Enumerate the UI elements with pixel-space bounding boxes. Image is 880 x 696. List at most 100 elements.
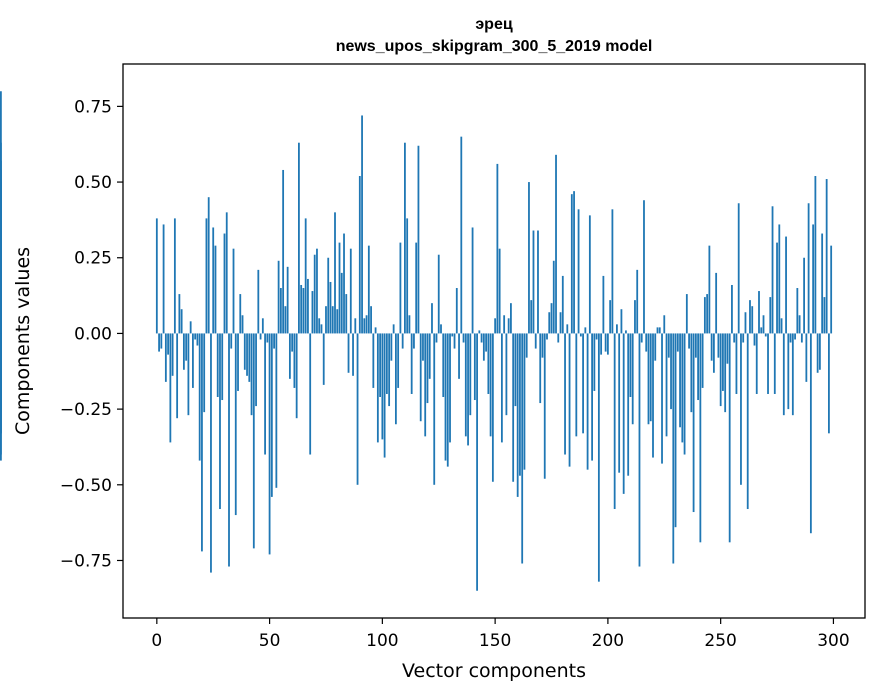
bar-50 bbox=[268, 333, 271, 555]
bar-120 bbox=[426, 333, 429, 404]
bars-group bbox=[0, 91, 833, 591]
bar-299 bbox=[830, 245, 833, 334]
bar-23 bbox=[207, 197, 210, 334]
x-tick-label: 150 bbox=[479, 631, 511, 651]
bar-158 bbox=[512, 333, 515, 482]
bar-109 bbox=[401, 333, 404, 349]
bar-198 bbox=[602, 275, 605, 334]
bar-150 bbox=[494, 318, 497, 334]
bar-111 bbox=[406, 218, 409, 334]
bar-78 bbox=[331, 306, 334, 334]
bar-268 bbox=[760, 327, 763, 334]
bar-94 bbox=[367, 245, 370, 334]
bar-97 bbox=[374, 327, 377, 334]
bar-211 bbox=[631, 333, 634, 425]
bar-195 bbox=[595, 333, 598, 340]
bar-241 bbox=[699, 333, 702, 543]
bar-170 bbox=[539, 333, 542, 404]
bar-110 bbox=[404, 142, 406, 334]
bar-129 bbox=[446, 333, 449, 467]
bar-226 bbox=[665, 333, 668, 437]
bar-63 bbox=[298, 142, 300, 334]
bar-204 bbox=[616, 324, 618, 334]
bar-8 bbox=[173, 218, 176, 334]
bar-2 bbox=[160, 333, 163, 349]
bar-40 bbox=[246, 333, 248, 376]
y-axis-label: Components values bbox=[12, 247, 34, 435]
bar-32 bbox=[228, 333, 230, 567]
bar-285 bbox=[798, 315, 801, 334]
bar-155 bbox=[505, 333, 508, 416]
bar-215 bbox=[640, 333, 643, 343]
bar-287 bbox=[803, 257, 805, 334]
bar-140 bbox=[471, 227, 474, 334]
bar-169 bbox=[537, 230, 539, 334]
chart-title-line-1: эрец bbox=[475, 16, 513, 33]
bar-293 bbox=[816, 333, 819, 373]
bar-177 bbox=[555, 154, 557, 334]
bar-227 bbox=[667, 333, 670, 358]
bar-250 bbox=[719, 333, 722, 407]
bar-201 bbox=[609, 300, 612, 334]
bar-178 bbox=[557, 333, 560, 343]
bar-234 bbox=[683, 333, 686, 455]
bar-265 bbox=[753, 333, 756, 346]
bar-206 bbox=[620, 309, 623, 334]
bar-225 bbox=[663, 315, 666, 334]
bar-18 bbox=[196, 333, 199, 346]
bar-98 bbox=[376, 333, 379, 443]
bar-82 bbox=[340, 272, 343, 334]
bar-11 bbox=[180, 309, 183, 334]
bar-1 bbox=[158, 333, 160, 352]
bar-282 bbox=[791, 333, 794, 416]
bar-147 bbox=[487, 333, 490, 394]
bar-272 bbox=[769, 297, 772, 334]
bar-9 bbox=[176, 333, 179, 419]
bar-115 bbox=[415, 242, 418, 334]
x-axis-ticks: 0 50 100 150 200 250 300 bbox=[151, 618, 850, 651]
bar-208 bbox=[625, 330, 627, 334]
bar-52 bbox=[273, 333, 275, 349]
bar-54 bbox=[277, 260, 280, 334]
bar-165 bbox=[528, 182, 530, 334]
bar-108 bbox=[399, 242, 402, 334]
bar-123 bbox=[433, 333, 436, 485]
bar-214 bbox=[638, 333, 641, 567]
bar-27 bbox=[216, 333, 219, 397]
x-tick-label: 300 bbox=[817, 631, 849, 651]
bar-210 bbox=[629, 333, 632, 397]
chart-title: эрец news_upos_skipgram_300_5_2019 model bbox=[336, 16, 653, 55]
bar-276 bbox=[778, 224, 781, 334]
bar-16 bbox=[192, 333, 194, 388]
bar-271 bbox=[767, 333, 769, 394]
bar-181 bbox=[564, 333, 566, 455]
bar-87 bbox=[352, 333, 354, 376]
bar-236 bbox=[688, 333, 690, 349]
bar-81 bbox=[338, 242, 341, 334]
bar-37 bbox=[239, 294, 242, 334]
x-tick-label: 0 bbox=[151, 631, 162, 651]
bar-125 bbox=[437, 254, 440, 334]
bar-194 bbox=[593, 333, 596, 391]
bar-124 bbox=[435, 333, 438, 343]
bar-218 bbox=[647, 333, 650, 425]
bar-266 bbox=[755, 333, 758, 394]
bar-290 bbox=[809, 333, 812, 534]
chart-title-line-2: news_upos_skipgram_300_5_2019 model bbox=[336, 38, 653, 55]
x-tick-label: 50 bbox=[259, 631, 281, 651]
bar-281 bbox=[789, 333, 792, 343]
bar-113 bbox=[410, 333, 413, 394]
bar-93 bbox=[365, 315, 368, 334]
bar-122 bbox=[431, 303, 433, 334]
bar-91 bbox=[361, 115, 363, 334]
bar-146 bbox=[485, 333, 487, 352]
bar-71 bbox=[316, 248, 318, 334]
bar-235 bbox=[685, 294, 688, 334]
bar-80 bbox=[336, 309, 339, 334]
bar-239 bbox=[694, 333, 697, 358]
bar-298 bbox=[828, 333, 830, 434]
bar-256 bbox=[733, 333, 736, 343]
bar-69 bbox=[311, 291, 314, 334]
bar-100 bbox=[381, 333, 384, 440]
